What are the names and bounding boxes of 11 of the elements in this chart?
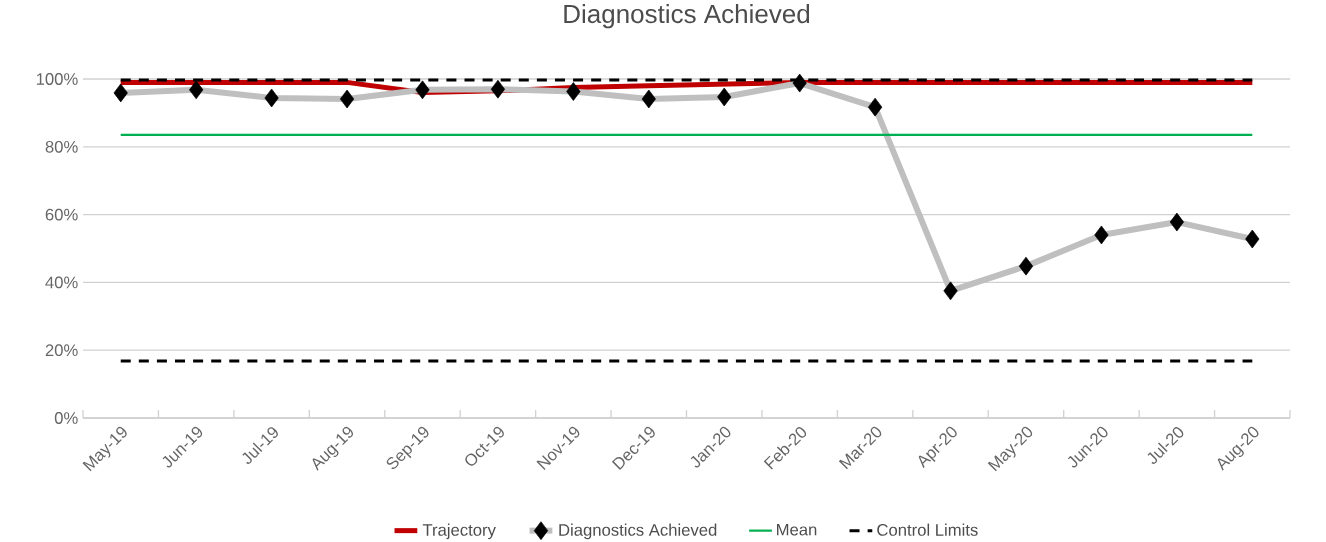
y-tick-label: 0% [54, 412, 78, 424]
legend-label: Mean [777, 523, 817, 536]
y-tick-label: 100% [36, 73, 78, 85]
legend-label: Trajectory [422, 523, 496, 540]
y-tick-label: 60% [45, 208, 78, 221]
y-tick-label: 20% [45, 344, 78, 357]
y-tick-label: 80% [45, 140, 78, 153]
legend-label: Control Limits [877, 523, 978, 536]
chart-title: Diagnostics Achieved [564, 4, 810, 29]
y-tick-label: 40% [45, 276, 78, 289]
legend-label: Diagnostics Achieved [559, 523, 717, 540]
